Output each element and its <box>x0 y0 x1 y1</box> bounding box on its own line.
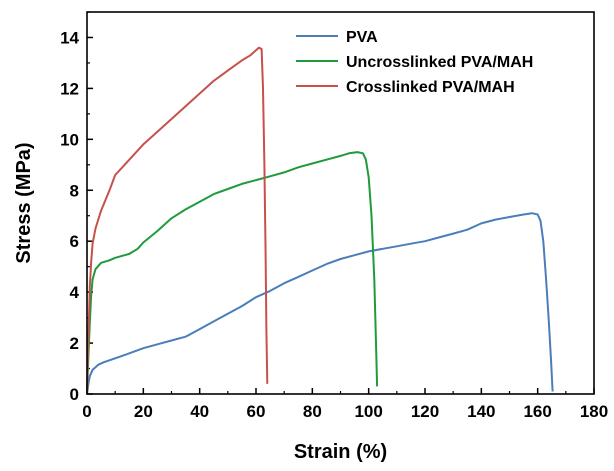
y-tick-label: 2 <box>70 334 79 353</box>
legend-label-pva: PVA <box>346 29 378 46</box>
x-tick-label: 80 <box>303 402 322 421</box>
series-lines <box>86 46 554 395</box>
y-tick-label: 10 <box>60 130 79 149</box>
y-tick-label: 0 <box>70 385 79 404</box>
x-tick-label: 120 <box>411 402 439 421</box>
plot-frame <box>86 11 595 395</box>
x-tick-label: 60 <box>247 402 266 421</box>
y-tick-label: 6 <box>70 232 79 251</box>
series-line-uncrosslinked-pva-mah <box>86 151 379 395</box>
y-tick-label: 14 <box>60 28 79 47</box>
x-tick-label: 160 <box>523 402 551 421</box>
legend: PVA Uncrosslinked PVA/MAH Crosslinked PVA/… <box>296 29 533 96</box>
x-tick-label: 20 <box>134 402 153 421</box>
x-tick-label: 40 <box>190 402 209 421</box>
legend-label-crosslinked-pva-mah: Crosslinked PVA/MAH <box>346 79 515 96</box>
x-tick-label: 100 <box>354 402 382 421</box>
x-tick-label: 140 <box>467 402 495 421</box>
series-line-crosslinked-pva-mah <box>86 46 269 395</box>
series-line-pva <box>86 212 554 395</box>
legend-label-uncrosslinked-pva-mah: Uncrosslinked PVA/MAH <box>346 54 533 71</box>
x-axis-ticks: 0 20 40 60 80 100 120 140 160 180 <box>82 388 608 421</box>
y-tick-label: 12 <box>60 79 79 98</box>
y-tick-label: 4 <box>70 283 80 302</box>
y-axis-title: Stress (MPa) <box>13 142 35 263</box>
x-axis-title: Strain (%) <box>294 441 387 463</box>
x-tick-label: 180 <box>580 402 608 421</box>
y-tick-label: 8 <box>70 181 79 200</box>
x-tick-label: 0 <box>82 402 91 421</box>
